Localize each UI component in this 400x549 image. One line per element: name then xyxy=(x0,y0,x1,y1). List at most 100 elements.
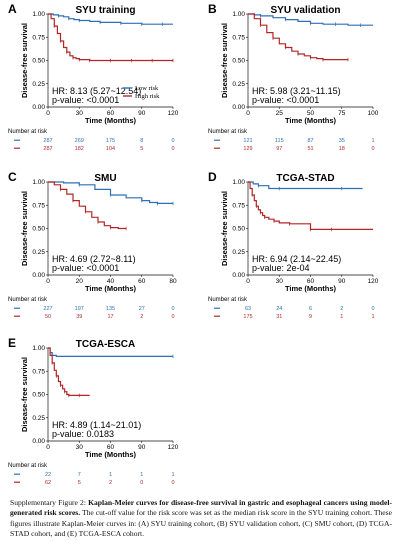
risk-table-title: Number at risk xyxy=(208,129,248,135)
risk-count: 0 xyxy=(371,306,374,312)
panel-title: TCGA-ESCA xyxy=(76,339,135,350)
y-tick-label: 0.00 xyxy=(232,272,245,279)
x-tick-label: 20 xyxy=(76,278,84,285)
y-tick-label: 0.75 xyxy=(232,202,245,209)
caption-prefix: Supplementary Figure 2: xyxy=(10,498,89,507)
y-tick-label: 0.00 xyxy=(32,438,45,445)
risk-count: 18 xyxy=(339,146,345,152)
km-panel-b: B SYU validation 0.00 0.25 0.50 0.75 1.00 0 25 50… xyxy=(208,2,379,152)
risk-count: 269 xyxy=(75,138,84,144)
risk-count: 1 xyxy=(340,314,343,320)
risk-count: 197 xyxy=(75,306,84,312)
y-tick-label: 0.50 xyxy=(32,58,45,65)
y-tick-label: 0.25 xyxy=(232,81,245,88)
risk-count: 39 xyxy=(76,314,82,320)
x-tick-label: 60 xyxy=(107,110,115,117)
p-value: p-value: 2e-04 xyxy=(252,263,310,273)
risk-table-title: Number at risk xyxy=(208,297,248,303)
panel-letter: B xyxy=(208,2,217,16)
panel-letter: A xyxy=(8,2,17,16)
y-tick-label: 0.25 xyxy=(32,249,45,256)
risk-count: 87 xyxy=(307,138,313,144)
x-tick-label: 40 xyxy=(107,278,115,285)
y-axis-label: Disease-free survival xyxy=(220,23,229,98)
risk-count: 0 xyxy=(171,480,174,486)
x-tick-label: 120 xyxy=(168,444,179,451)
y-tick-label: 0.75 xyxy=(32,34,45,41)
risk-count: 2 xyxy=(140,314,143,320)
legend-label: High risk xyxy=(135,93,160,100)
risk-count: 27 xyxy=(139,306,145,312)
risk-count: 0 xyxy=(140,480,143,486)
risk-count: 6 xyxy=(309,306,312,312)
x-tick-label: 0 xyxy=(46,444,50,451)
hazard-ratio: HR: 4.89 (1.14~21.01) xyxy=(52,420,141,430)
risk-count: 135 xyxy=(106,306,115,312)
km-curve-low-risk xyxy=(48,13,173,25)
p-value: p-value: 0.0183 xyxy=(52,429,114,439)
y-tick-label: 0.00 xyxy=(32,272,45,279)
y-axis-label: Disease-free survival xyxy=(20,357,29,432)
hazard-ratio: HR: 5.98 (3.21~11.15) xyxy=(252,86,341,96)
x-tick-label: 60 xyxy=(307,278,315,285)
risk-count: 1 xyxy=(371,314,374,320)
y-tick-label: 0.50 xyxy=(232,58,245,65)
risk-count: 115 xyxy=(275,138,284,144)
risk-count: 1 xyxy=(109,472,112,478)
p-value: p-value: <0.0001 xyxy=(52,95,119,105)
x-tick-label: 0 xyxy=(246,110,250,117)
x-tick-label: 30 xyxy=(276,278,284,285)
hazard-ratio: HR: 8.13 (5.27~12.54) xyxy=(52,86,141,96)
x-tick-label: 120 xyxy=(168,110,179,117)
y-tick-label: 0.25 xyxy=(232,249,245,256)
x-axis-label: Time (Months) xyxy=(85,116,137,125)
risk-count: 51 xyxy=(307,146,313,152)
risk-count: 63 xyxy=(245,306,251,312)
caption-bold: Kaplan-Meier curves for disease-free sur… xyxy=(10,498,393,518)
y-tick-label: 0.50 xyxy=(32,392,45,399)
risk-count: 7 xyxy=(78,472,81,478)
x-tick-label: 120 xyxy=(368,278,379,285)
p-value: p-value: <0.0001 xyxy=(252,95,319,105)
hazard-ratio: HR: 4.69 (2.72~8.11) xyxy=(52,254,136,264)
x-axis-label: Time (Months) xyxy=(85,450,137,459)
x-tick-label: 90 xyxy=(338,278,346,285)
x-tick-label: 90 xyxy=(138,444,146,451)
risk-table-title: Number at risk xyxy=(8,463,48,469)
p-value: p-value: <0.0001 xyxy=(52,263,119,273)
y-tick-label: 0.00 xyxy=(32,104,45,111)
risk-count: 31 xyxy=(276,314,282,320)
risk-count: 9 xyxy=(309,314,312,320)
risk-count: 0 xyxy=(171,138,174,144)
risk-count: 287 xyxy=(43,146,52,152)
y-tick-label: 0.00 xyxy=(232,104,245,111)
risk-count: 104 xyxy=(106,146,115,152)
risk-table-title: Number at risk xyxy=(8,129,48,135)
y-tick-label: 0.75 xyxy=(32,368,45,375)
risk-table-title: Number at risk xyxy=(8,297,48,303)
risk-count: 0 xyxy=(371,146,374,152)
y-tick-label: 0.75 xyxy=(32,202,45,209)
risk-count: 2 xyxy=(340,306,343,312)
x-tick-label: 60 xyxy=(107,444,115,451)
km-curve-low-risk xyxy=(248,181,363,190)
x-tick-label: 75 xyxy=(338,110,346,117)
x-tick-label: 30 xyxy=(76,110,84,117)
risk-count: 22 xyxy=(45,472,51,478)
y-tick-label: 0.25 xyxy=(32,81,45,88)
risk-count: 35 xyxy=(339,138,345,144)
risk-count: 2 xyxy=(109,480,112,486)
panel-title: SMU xyxy=(94,173,116,184)
y-tick-label: 0.75 xyxy=(232,34,245,41)
x-tick-label: 25 xyxy=(276,110,284,117)
risk-count: 0 xyxy=(171,314,174,320)
x-tick-label: 60 xyxy=(138,278,146,285)
y-axis-label: Disease-free survival xyxy=(20,191,29,266)
risk-count: 182 xyxy=(75,146,84,152)
km-curve-high-risk xyxy=(48,181,127,230)
legend-label: Low risk xyxy=(135,85,159,92)
risk-count: 5 xyxy=(78,480,81,486)
